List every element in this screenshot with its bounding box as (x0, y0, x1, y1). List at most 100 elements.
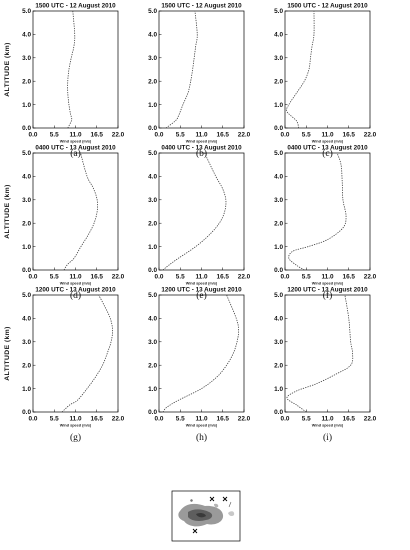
plot-area (284, 10, 371, 129)
x-tick-label: 16.5 (217, 416, 230, 423)
x-tick-label: 11.0 (195, 274, 208, 281)
y-axis-label: ALTITUDE (km) (4, 326, 11, 381)
site-marker-c (192, 528, 198, 534)
x-tick-label: 0.0 (281, 274, 290, 281)
wind-speed-profile-line (165, 10, 198, 129)
x-tick-label: 0.0 (155, 132, 164, 139)
x-axis-label: Wind speed (m/s) (186, 282, 218, 286)
panel-title: 0400 UTC - 13 August 2010 (35, 145, 116, 152)
x-tick-label: 5.5 (176, 274, 185, 281)
plot-area (32, 152, 119, 271)
x-axis-label: Wind speed (m/s) (60, 140, 92, 144)
y-tick-label: 3.0 (148, 197, 157, 204)
y-tick-label: 3.0 (148, 339, 157, 346)
wind-speed-profile-line (286, 10, 315, 129)
y-tick-label: 3.0 (22, 339, 31, 346)
y-tick-label: 4.0 (148, 174, 157, 181)
y-tick-label: 1.0 (148, 244, 157, 251)
y-tick-label: 0.0 (148, 125, 157, 132)
plot-area (32, 10, 119, 129)
x-tick-label: 11.0 (321, 274, 334, 281)
location-map-inset (171, 490, 241, 542)
y-tick-label: 3.0 (22, 197, 31, 204)
x-tick-label: 11.0 (69, 132, 82, 139)
x-tick-label: 11.0 (321, 416, 334, 423)
x-tick-label: 5.5 (302, 274, 311, 281)
panel-label: (b) (196, 148, 207, 159)
wind-profile-panel: 0400 UTC - 13 August 2010 0.0 5.5 11.0 16.5 2… (148, 145, 251, 302)
y-tick-label: 1.0 (148, 386, 157, 393)
x-tick-label: 5.5 (302, 132, 311, 139)
x-axis-label: Wind speed (m/s) (60, 282, 92, 286)
panel-label: (a) (70, 148, 81, 159)
x-tick-label: 5.5 (50, 274, 59, 281)
y-tick-label: 5.0 (148, 292, 157, 299)
wind-profile-panel: 1500 UTC - 12 August 2010 0.0 5.5 11.0 16.5 2… (148, 3, 251, 160)
x-tick-label: 16.5 (217, 132, 230, 139)
x-tick-label: 0.0 (155, 416, 164, 423)
x-tick-label: 11.0 (195, 416, 208, 423)
y-tick-label: 4.0 (22, 32, 31, 39)
y-tick-label: 4.0 (274, 174, 283, 181)
panel-label: (g) (70, 432, 81, 443)
y-tick-label: 0.0 (22, 125, 31, 132)
y-tick-label: 4.0 (148, 32, 157, 39)
y-tick-label: 1.0 (274, 386, 283, 393)
x-tick-label: 0.0 (29, 132, 38, 139)
y-tick-label: 2.0 (148, 78, 157, 85)
panel-title: 0400 UTC - 13 August 2010 (161, 145, 242, 152)
y-tick-label: 3.0 (274, 339, 283, 346)
panel-label: (i) (323, 432, 332, 443)
plot-area (284, 152, 371, 271)
wind-profile-panel: 1500 UTC - 12 August 2010 0.0 5.5 11.0 16.5 2… (274, 3, 377, 160)
x-tick-label: 22.0 (238, 416, 251, 423)
y-tick-label: 5.0 (274, 8, 283, 15)
y-tick-label: 1.0 (22, 386, 31, 393)
site-marker-b (222, 496, 228, 502)
wind-speed-profile-line (286, 294, 354, 413)
x-axis-label: Wind speed (m/s) (312, 282, 344, 286)
y-tick-label: 2.0 (148, 362, 157, 369)
y-axis-label: ALTITUDE (km) (4, 184, 11, 239)
x-tick-label: 22.0 (112, 132, 125, 139)
y-tick-label: 5.0 (22, 150, 31, 157)
panel-title: 0400 UTC - 13 August 2010 (287, 145, 368, 152)
y-tick-label: 5.0 (148, 150, 157, 157)
y-tick-label: 5.0 (148, 8, 157, 15)
y-tick-label: 0.0 (148, 267, 157, 274)
plot-area (158, 152, 245, 271)
y-tick-label: 1.0 (148, 102, 157, 109)
x-tick-label: 0.0 (155, 274, 164, 281)
x-tick-label: 22.0 (238, 132, 251, 139)
wind-profile-panel: 1200 UTC - 13 August 2010 0.0 5.5 11.0 16.5 2… (4, 287, 125, 444)
y-tick-label: 1.0 (22, 244, 31, 251)
y-tick-label: 3.0 (148, 55, 157, 62)
panel-label: (d) (70, 290, 81, 301)
y-tick-label: 4.0 (22, 316, 31, 323)
panel-title: 1200 UTC - 13 August 2010 (287, 287, 368, 294)
x-tick-label: 11.0 (69, 274, 82, 281)
x-tick-label: 16.5 (343, 132, 356, 139)
y-tick-label: 5.0 (274, 150, 283, 157)
y-tick-label: 4.0 (274, 32, 283, 39)
y-tick-label: 2.0 (274, 220, 283, 227)
y-tick-label: 3.0 (22, 55, 31, 62)
wind-profile-panel: 1200 UTC - 13 August 2010 0.0 5.5 11.0 16.5 2… (148, 287, 251, 444)
x-tick-label: 11.0 (195, 132, 208, 139)
plot-area (158, 10, 245, 129)
x-tick-label: 16.5 (91, 416, 104, 423)
panel-title: 1500 UTC - 12 August 2010 (161, 3, 242, 10)
x-tick-label: 5.5 (302, 416, 311, 423)
x-axis-label: Wind speed (m/s) (186, 424, 218, 428)
y-tick-label: 0.0 (22, 267, 31, 274)
y-tick-label: 0.0 (22, 409, 31, 416)
x-tick-label: 22.0 (364, 274, 377, 281)
x-tick-label: 16.5 (343, 274, 356, 281)
x-tick-label: 16.5 (343, 416, 356, 423)
wind-profile-panel: 1200 UTC - 13 August 2010 0.0 5.5 11.0 16.5 2… (274, 287, 377, 444)
y-tick-label: 3.0 (274, 197, 283, 204)
x-tick-label: 5.5 (50, 416, 59, 423)
wind-speed-profile-line (61, 294, 113, 413)
y-tick-label: 1.0 (22, 102, 31, 109)
